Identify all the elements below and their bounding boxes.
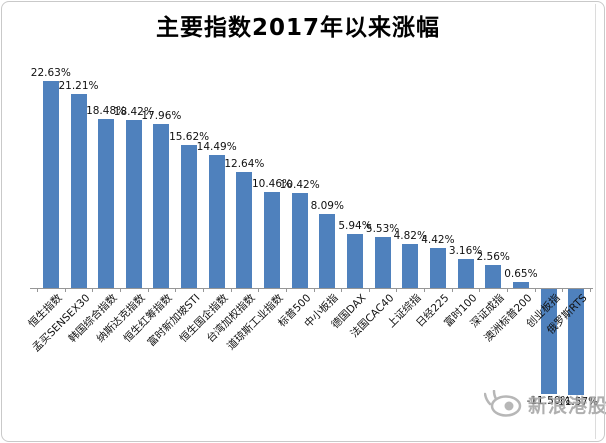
watermark: 新浪港股 (484, 390, 606, 418)
bar-value-label: 0.65% (504, 268, 538, 281)
bar-value-label: 10.46% (251, 178, 293, 191)
bar-value-label: 14.49% (196, 141, 237, 154)
bar (540, 289, 557, 395)
axis-tick (396, 289, 398, 292)
bar-value-label: 15.62% (169, 131, 210, 144)
bar (236, 172, 253, 288)
bar (402, 243, 419, 288)
axis-tick (202, 289, 204, 292)
bar-value-label: 3.16% (448, 245, 483, 258)
bar-value-label: 18.42% (113, 105, 154, 118)
axis-tick (341, 289, 343, 292)
bar-value-label: -11.57% (554, 395, 599, 408)
bar-value-label: 4.42% (421, 233, 455, 246)
axis-tick (562, 289, 564, 292)
axis-tick (147, 289, 149, 292)
bar-value-label: 21.21% (58, 79, 99, 92)
axis-tick (285, 289, 287, 292)
axis-tick (590, 289, 591, 292)
bar-value-label: 12.64% (224, 158, 265, 171)
bar (568, 289, 585, 395)
bar (291, 192, 308, 288)
bar (264, 192, 280, 288)
bar (319, 214, 336, 288)
bar (512, 282, 529, 288)
axis-tick (313, 289, 315, 292)
axis-tick (119, 289, 121, 292)
bar (125, 119, 142, 288)
axis-tick (451, 289, 453, 292)
sina-eye-icon (484, 390, 522, 417)
bar-value-label: 18.48% (86, 104, 127, 117)
bar-value-label: 5.53% (365, 223, 400, 236)
bar-value-label: 22.63% (30, 66, 71, 79)
bar-value-label: 17.96% (141, 109, 182, 122)
axis-tick (64, 289, 66, 292)
watermark-text: 新浪港股 (528, 394, 606, 417)
axis-tick (258, 289, 260, 292)
bar (70, 93, 87, 288)
chart-title: 主要指数2017年以来涨幅 (155, 15, 440, 41)
bar (374, 237, 391, 288)
bar (208, 155, 225, 288)
bar (485, 264, 502, 288)
bar-value-label: 8.09% (310, 200, 344, 212)
bar (42, 80, 59, 288)
axis-tick (424, 289, 426, 292)
bar-value-label: 4.82% (393, 229, 427, 242)
bar-value-label: 5.94% (338, 219, 372, 232)
bar (153, 123, 170, 288)
axis-tick (479, 289, 481, 292)
axis-tick (37, 289, 38, 292)
bar-value-label: -11.50% (526, 395, 571, 408)
axis-tick (368, 289, 370, 292)
axis-tick (92, 289, 94, 292)
bar-value-label: 2.56% (476, 250, 510, 263)
axis-tick (507, 289, 508, 292)
chart-right-border (595, 4, 596, 439)
axis-tick (230, 289, 232, 292)
bar (98, 118, 115, 288)
axis-tick (534, 289, 536, 292)
x-axis-line (30, 288, 593, 289)
bar (429, 247, 446, 288)
bar (181, 145, 198, 288)
axis-tick (175, 289, 177, 292)
bar (347, 233, 363, 288)
bar (457, 259, 474, 288)
bar-value-label: 10.42% (279, 178, 320, 191)
